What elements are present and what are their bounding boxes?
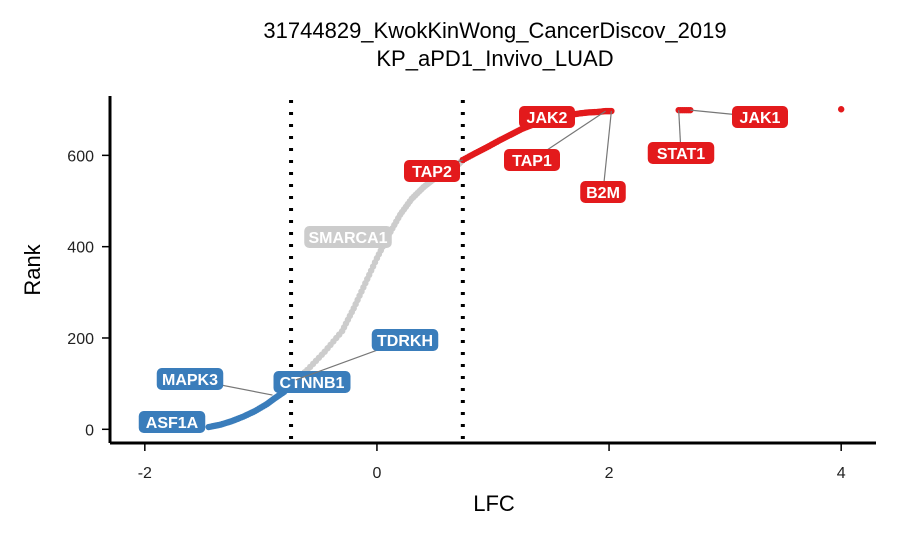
axes: -2 0 2 4 0 200 400 600 [67,96,876,482]
label-box-b2m [580,181,626,203]
leader-line-b2m [602,111,612,193]
x-tick-label-1: 0 [372,465,381,482]
label-box-tap1 [504,149,560,171]
chart-title: 31744829_KwokKinWong_CancerDiscov_2019 [263,18,727,43]
y-tick-label-3: 600 [67,148,94,165]
label-box-asf1a [138,411,206,433]
y-tick-label-0: 0 [85,422,94,439]
label-box-jak1 [732,106,788,128]
y-tick-label-1: 200 [67,331,94,348]
label-tap2: TAP2 [412,164,452,181]
label-jak2: JAK2 [527,110,568,127]
x-tick-label-2: 2 [605,465,614,482]
label-box-smarca1 [304,226,392,248]
label-smarca1: SMARCA1 [308,230,387,247]
label-tap1: TAP1 [512,153,552,170]
label-tdrkh: TDRKH [377,333,433,350]
chart-subtitle: KP_aPD1_Invivo_LUAD [376,46,614,71]
label-box-jak2 [519,106,575,128]
positive-point-226 [837,106,845,113]
label-b2m: B2M [586,185,620,202]
x-tick-label-3: 4 [837,465,846,482]
label-stat1: STAT1 [657,146,705,163]
x-axis-title: LFC [473,491,515,516]
y-axis-title: Rank [20,243,45,295]
x-tick-label-0: -2 [138,465,152,482]
label-mapk3: MAPK3 [162,372,218,389]
gene-labels: ASF1A MAPK3 CTNNB1 TDRKH SMARCA1 TAP2 JAK2 TAP1… [138,106,788,433]
label-box-ctnnb1 [273,371,351,393]
label-box-tap2 [404,160,460,182]
label-box-tdrkh [371,329,439,351]
label-jak1: JAK1 [740,110,781,127]
label-box-stat1 [647,142,715,164]
y-tick-label-2: 400 [67,240,94,257]
label-asf1a: ASF1A [146,415,199,432]
label-ctnnb1: CTNNB1 [280,375,345,392]
data-points [205,106,845,431]
label-box-mapk3 [156,368,224,390]
